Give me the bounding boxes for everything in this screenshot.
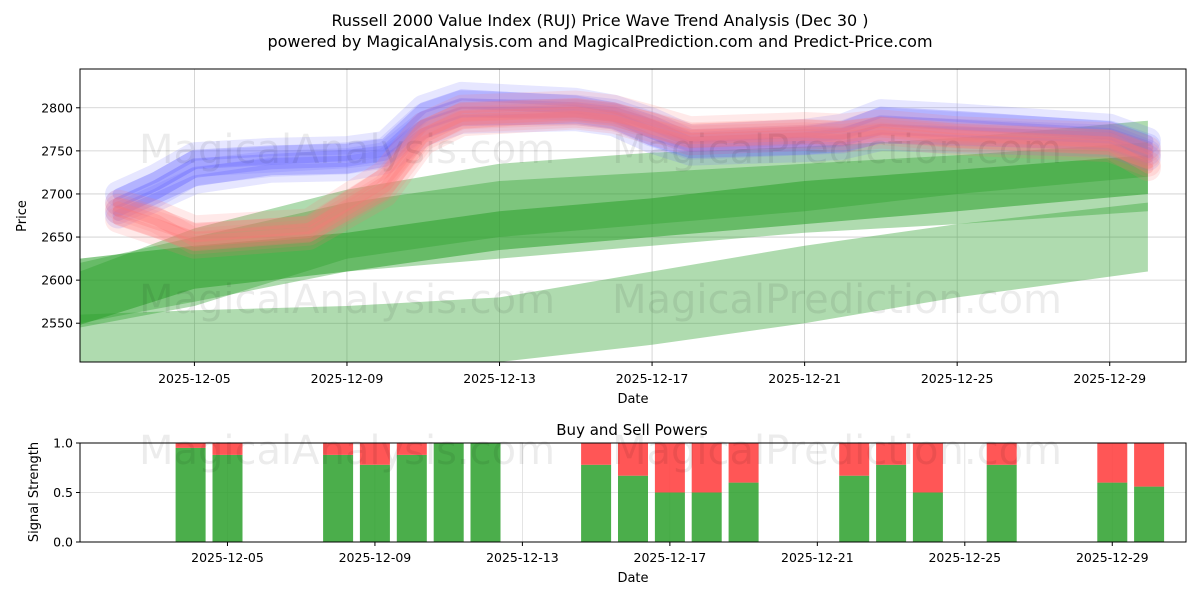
buy-power-bar: [876, 464, 907, 542]
sell-power-bar: [691, 443, 722, 493]
chart-subtitle: powered by MagicalAnalysis.com and Magic…: [267, 32, 932, 51]
price-xtick-label: 2025-12-17: [616, 371, 689, 386]
red-wave-line: [112, 110, 1154, 252]
sell-power-bar: [618, 443, 648, 476]
buy-power-bar: [912, 492, 943, 542]
buy-power-bar: [839, 475, 870, 542]
red-wave-line-glow: [105, 90, 1161, 242]
watermark-analysis-bottom: MagicalAnalysis.com: [139, 277, 555, 323]
buy-power-bar: [323, 454, 354, 542]
chart-title: Russell 2000 Value Index (RUJ) Price Wav…: [331, 11, 868, 30]
buy-power-bar: [433, 443, 464, 542]
buy-power-bar: [359, 464, 390, 542]
watermark-analysis-top: MagicalAnalysis.com: [139, 127, 555, 173]
signal-xtick-label: 2025-12-17: [634, 550, 707, 565]
price-xtick-label: 2025-12-21: [768, 371, 841, 386]
buy-power-bar: [470, 443, 501, 542]
signal-xtick-label: 2025-12-29: [1076, 550, 1149, 565]
price-ytick-label: 2800: [41, 100, 73, 115]
blue-wave-line-glow: [105, 99, 1161, 225]
buy-power-bar: [618, 475, 648, 542]
sell-power-bar: [359, 443, 390, 465]
sell-power-bar: [654, 443, 685, 493]
sell-power-bar: [1097, 443, 1128, 483]
buy-power-bar: [581, 464, 612, 542]
buy-power-bar: [1097, 482, 1128, 542]
price-ytick-label: 2600: [41, 273, 73, 288]
buy-power-bar: [212, 454, 243, 542]
buy-power-bar: [175, 447, 206, 542]
red-wave-line: [112, 109, 1154, 247]
red-wave-line-glow: [105, 101, 1161, 255]
price-xtick-label: 2025-12-29: [1073, 371, 1146, 386]
signal-xtick-label: 2025-12-13: [486, 550, 559, 565]
green-trend-band: [80, 142, 1148, 324]
price-xtick-label: 2025-12-05: [158, 371, 231, 386]
sell-power-bar: [212, 443, 243, 455]
sell-power-bar: [396, 443, 427, 455]
sell-power-bar: [876, 443, 907, 465]
buy-power-bar: [986, 464, 1017, 542]
signal-bars: [175, 443, 1165, 542]
price-ytick-label: 2650: [41, 230, 73, 245]
signal-xtick-label: 2025-12-25: [928, 550, 1001, 565]
price-xtick-label: 2025-12-09: [311, 371, 384, 386]
price-ylabel: Price: [15, 200, 30, 232]
signal-ytick-label: 1.0: [53, 436, 73, 451]
signal-xlabel: Date: [617, 571, 648, 586]
price-ytick-label: 2700: [41, 186, 73, 201]
red-wave-line: [112, 98, 1154, 234]
price-ticks: 2025-12-05 2025-12-09 2025-12-13 2025-12-17…: [41, 100, 1146, 386]
watermark-analysis-signal: MagicalAnalysis.com: [139, 428, 555, 474]
sell-power-bar: [728, 443, 759, 483]
sell-power-bar: [581, 443, 612, 465]
price-xtick-label: 2025-12-25: [921, 371, 994, 386]
buy-power-bar: [396, 454, 427, 542]
price-xlabel: Date: [617, 392, 648, 407]
blue-wave-line: [112, 89, 1154, 200]
price-xtick-label: 2025-12-13: [463, 371, 536, 386]
red-wave-line-glow: [105, 103, 1161, 259]
signal-ticks: 2025-12-05 2025-12-09 2025-12-13 2025-12-17…: [53, 436, 1149, 566]
sell-power-bar: [175, 443, 206, 448]
signal-title: Buy and Sell Powers: [556, 421, 708, 439]
sell-power-bar: [912, 443, 943, 493]
price-ytick-label: 2550: [41, 316, 73, 331]
signal-xtick-label: 2025-12-05: [191, 550, 264, 565]
blue-wave-line-glow: [105, 90, 1161, 216]
buy-power-bar: [728, 482, 759, 542]
price-panel: MagicalAnalysis.com MagicalPrediction.co…: [15, 68, 1187, 407]
blue-wave-line: [112, 106, 1154, 217]
watermark-prediction-bottom: MagicalPrediction.com: [612, 277, 1062, 323]
green-trend-band: [80, 155, 1148, 325]
buy-power-bar: [1134, 486, 1165, 542]
red-wave-line: [112, 106, 1154, 243]
sell-power-bar: [986, 443, 1017, 465]
signal-ylabel: Signal Strength: [27, 442, 42, 542]
watermark-prediction-signal: MagicalPrediction.com: [612, 428, 1062, 474]
sell-power-bar: [1134, 443, 1165, 487]
price-clip: [80, 81, 1161, 362]
sell-power-bar: [323, 443, 354, 455]
blue-wave-line: [112, 98, 1154, 209]
red-wave-line-glow: [105, 99, 1161, 250]
green-trend-band: [80, 120, 1148, 328]
watermark-prediction-top: MagicalPrediction.com: [612, 127, 1062, 173]
green-trend-band: [80, 202, 1148, 362]
signal-ytick-label: 0.0: [53, 535, 73, 550]
price-bands: [80, 81, 1161, 362]
buy-power-bar: [654, 492, 685, 542]
buy-power-bar: [691, 492, 722, 542]
signal-ytick-label: 0.5: [53, 485, 73, 500]
signal-xtick-label: 2025-12-21: [781, 550, 854, 565]
sell-power-bar: [839, 443, 870, 476]
blue-wave-line: [112, 112, 1154, 221]
price-axes-frame: [79, 68, 1187, 363]
signal-xtick-label: 2025-12-09: [339, 550, 412, 565]
blue-wave-line-glow: [105, 105, 1161, 229]
signal-panel: Buy and Sell Powers MagicalAnalysis.com …: [27, 421, 1187, 586]
blue-wave-line-glow: [105, 81, 1161, 207]
price-ytick-label: 2750: [41, 143, 73, 158]
